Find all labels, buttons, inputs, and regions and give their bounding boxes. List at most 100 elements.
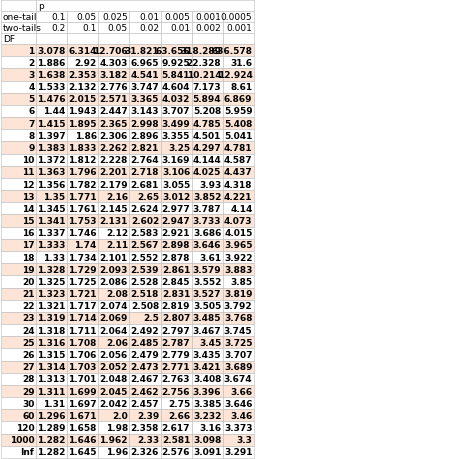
Bar bbox=[129, 300, 161, 312]
Text: 1.328: 1.328 bbox=[37, 265, 65, 274]
Text: 4.781: 4.781 bbox=[224, 144, 253, 153]
Text: 2.015: 2.015 bbox=[69, 95, 97, 104]
Text: 3.505: 3.505 bbox=[193, 302, 221, 311]
Text: 4.025: 4.025 bbox=[193, 168, 221, 177]
Bar bbox=[98, 312, 129, 325]
Text: 9.925: 9.925 bbox=[162, 59, 190, 67]
Text: 2.602: 2.602 bbox=[131, 217, 159, 225]
Bar bbox=[129, 252, 161, 263]
Text: 2.861: 2.861 bbox=[162, 265, 190, 274]
Text: 1.314: 1.314 bbox=[37, 363, 65, 371]
Bar bbox=[129, 106, 161, 118]
Bar bbox=[223, 312, 254, 325]
Bar bbox=[98, 288, 129, 300]
Text: 1.397: 1.397 bbox=[37, 132, 65, 140]
Text: 6.869: 6.869 bbox=[224, 95, 253, 104]
Bar bbox=[223, 57, 254, 69]
Text: 3.579: 3.579 bbox=[193, 265, 221, 274]
Bar bbox=[161, 288, 191, 300]
Text: 2.365: 2.365 bbox=[100, 119, 128, 129]
Text: 3.421: 3.421 bbox=[193, 363, 221, 371]
Bar bbox=[98, 434, 129, 446]
Text: 3.733: 3.733 bbox=[193, 217, 221, 225]
Bar bbox=[161, 69, 191, 81]
Text: 4.318: 4.318 bbox=[224, 180, 253, 189]
Bar bbox=[161, 349, 191, 361]
Bar bbox=[191, 252, 223, 263]
Bar bbox=[223, 446, 254, 458]
Text: 63.656: 63.656 bbox=[155, 46, 190, 56]
Text: 2.11: 2.11 bbox=[106, 241, 128, 250]
Text: 1: 1 bbox=[28, 46, 35, 56]
Text: 29: 29 bbox=[22, 386, 35, 396]
Text: 1.33: 1.33 bbox=[44, 253, 65, 262]
Bar bbox=[191, 361, 223, 373]
Bar bbox=[191, 421, 223, 434]
Text: 120: 120 bbox=[16, 423, 35, 432]
Bar bbox=[223, 190, 254, 203]
Bar bbox=[191, 227, 223, 239]
Bar bbox=[1, 69, 36, 81]
Bar bbox=[1, 12, 36, 23]
Bar bbox=[161, 373, 191, 385]
Bar bbox=[161, 397, 191, 409]
Text: 22: 22 bbox=[22, 302, 35, 311]
Text: 4.221: 4.221 bbox=[224, 192, 253, 201]
Bar bbox=[1, 312, 36, 325]
Text: 4.14: 4.14 bbox=[230, 204, 253, 213]
Text: 1.671: 1.671 bbox=[68, 411, 97, 420]
Text: 1.325: 1.325 bbox=[37, 277, 65, 286]
Bar bbox=[161, 57, 191, 69]
Bar bbox=[98, 385, 129, 397]
Bar bbox=[98, 57, 129, 69]
Text: 2.763: 2.763 bbox=[162, 375, 190, 384]
Bar bbox=[1, 252, 36, 263]
Text: 1.341: 1.341 bbox=[37, 217, 65, 225]
Bar bbox=[1, 57, 36, 69]
Bar bbox=[129, 81, 161, 94]
Text: 1.725: 1.725 bbox=[68, 277, 97, 286]
Bar bbox=[161, 142, 191, 154]
Text: 2.045: 2.045 bbox=[100, 386, 128, 396]
Text: 2.08: 2.08 bbox=[106, 290, 128, 298]
Bar bbox=[36, 190, 67, 203]
Text: 1.313: 1.313 bbox=[37, 375, 65, 384]
Text: 636.578: 636.578 bbox=[211, 46, 253, 56]
Text: 2.093: 2.093 bbox=[100, 265, 128, 274]
Bar bbox=[1, 1, 36, 12]
Text: 22.328: 22.328 bbox=[187, 59, 221, 67]
Text: 2.457: 2.457 bbox=[130, 399, 159, 408]
Text: 1.734: 1.734 bbox=[68, 253, 97, 262]
Text: 2.262: 2.262 bbox=[100, 144, 128, 153]
Text: 5.959: 5.959 bbox=[224, 107, 253, 116]
Bar bbox=[129, 239, 161, 252]
Text: 5.894: 5.894 bbox=[193, 95, 221, 104]
Text: 1.729: 1.729 bbox=[68, 265, 97, 274]
Bar bbox=[1, 446, 36, 458]
Bar bbox=[1, 409, 36, 421]
Text: 3.707: 3.707 bbox=[224, 350, 253, 359]
Text: 14: 14 bbox=[22, 204, 35, 213]
Text: 4.501: 4.501 bbox=[193, 132, 221, 140]
Text: 2.878: 2.878 bbox=[162, 253, 190, 262]
Bar bbox=[223, 361, 254, 373]
Bar bbox=[191, 300, 223, 312]
Text: 3.16: 3.16 bbox=[199, 423, 221, 432]
Text: 2.145: 2.145 bbox=[100, 204, 128, 213]
Bar bbox=[1, 118, 36, 130]
Bar bbox=[67, 227, 98, 239]
Bar bbox=[67, 215, 98, 227]
Text: 3.646: 3.646 bbox=[224, 399, 253, 408]
Bar bbox=[129, 203, 161, 215]
Bar bbox=[67, 373, 98, 385]
Text: 2.831: 2.831 bbox=[162, 290, 190, 298]
Text: 1.98: 1.98 bbox=[106, 423, 128, 432]
Bar bbox=[98, 190, 129, 203]
Text: 1.753: 1.753 bbox=[68, 217, 97, 225]
Bar bbox=[129, 361, 161, 373]
Text: 2.492: 2.492 bbox=[130, 326, 159, 335]
Bar bbox=[1, 300, 36, 312]
Bar bbox=[191, 397, 223, 409]
Bar bbox=[1, 361, 36, 373]
Text: 4.785: 4.785 bbox=[193, 119, 221, 129]
